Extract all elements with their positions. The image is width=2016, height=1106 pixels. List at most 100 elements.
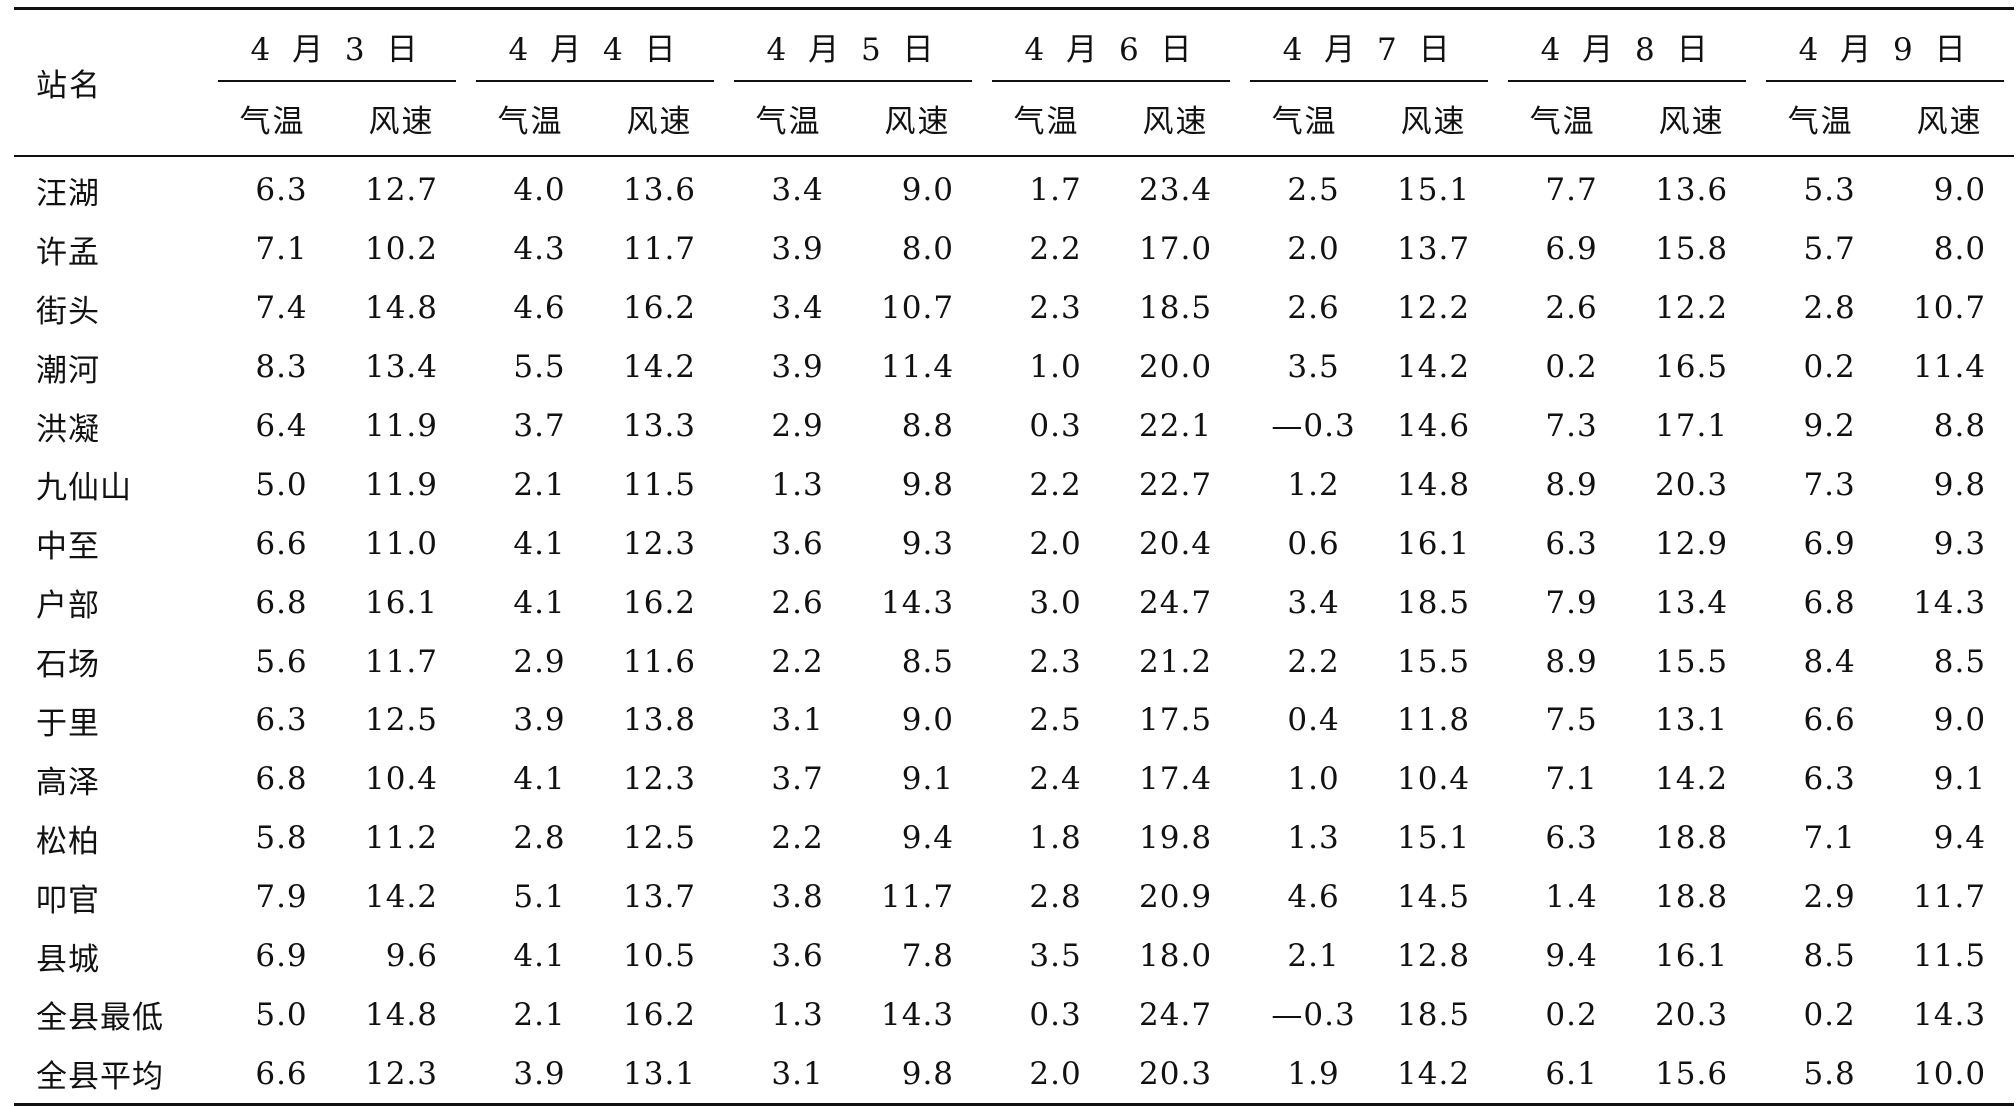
wind-speed-cell: 11.6 xyxy=(623,643,697,680)
wind-speed-header: 风速 xyxy=(1369,82,1499,157)
wind-speed-cell: 15.6 xyxy=(1627,1044,1757,1106)
station-name: 全县平均 xyxy=(14,1044,208,1106)
wind-speed-cell: 11.9 xyxy=(364,408,439,444)
temperature-cell: 1.0 xyxy=(1287,761,1340,798)
temperature-cell: 8.9 xyxy=(1545,466,1598,503)
temperature-cell: 8.4 xyxy=(1803,643,1856,680)
temperature-header: 气温 xyxy=(1756,82,1886,157)
temperature-cell: 0.2 xyxy=(1545,349,1598,386)
wind-speed-cell: 11.0 xyxy=(364,525,439,562)
temperature-cell: 6.1 xyxy=(1498,1044,1628,1106)
date-header: 4 月 6 日 xyxy=(982,7,1241,82)
wind-speed-cell: 12.5 xyxy=(623,820,697,857)
temperature-cell: 6.4 xyxy=(255,408,308,444)
wind-speed-cell: 11.4 xyxy=(1913,349,1987,386)
wind-speed-cell: 12.2 xyxy=(1655,290,1729,327)
temperature-cell: 7.3 xyxy=(1545,408,1598,444)
table-row: 石场 5.6 11.7 2.9 11.6 2.2 8.5 2.3 21.2 2.2 15.5 8.9 1… xyxy=(14,632,2014,691)
temperature-cell: 2.9 xyxy=(513,643,566,680)
table-row: 全县最低 5.0 14.8 2.1 16.2 1.3 14.3 0.3 24.7 —0.3 18.5… xyxy=(14,985,2014,1044)
temperature-cell: 3.4 xyxy=(1287,584,1340,621)
station-name: 全县最低 xyxy=(36,1000,164,1037)
temperature-cell: 2.0 xyxy=(1029,525,1082,562)
table-row: 松柏 5.8 11.2 2.8 12.5 2.2 9.4 1.8 19.8 1.3 15.1 6.3 1… xyxy=(14,809,2014,868)
temperature-cell: 6.6 xyxy=(1803,702,1856,739)
temperature-cell: 2.2 xyxy=(1029,231,1082,268)
wind-speed-cell: 14.2 xyxy=(1655,761,1729,798)
wind-speed-cell: 8.0 xyxy=(901,231,955,268)
temperature-cell: 7.5 xyxy=(1545,702,1598,739)
wind-speed-cell: 12.7 xyxy=(364,172,439,209)
station-name: 街头 xyxy=(36,293,100,330)
wind-speed-cell: 11.7 xyxy=(881,879,955,916)
table-row: 户部 6.8 16.1 4.1 16.2 2.6 14.3 3.0 24.7 3.4 18.5 7.9… xyxy=(14,573,2014,632)
wind-speed-cell: 13.6 xyxy=(623,172,697,209)
temperature-cell: —0.3 xyxy=(1271,408,1356,444)
table-row: 高泽 6.8 10.4 4.1 12.3 3.7 9.1 2.4 17.4 1.0 10.4 7.1 1… xyxy=(14,750,2014,809)
wind-speed-cell: 15.5 xyxy=(1397,643,1471,680)
wind-speed-cell: 16.2 xyxy=(623,584,697,621)
temperature-cell: 4.0 xyxy=(513,172,566,209)
station-name: 松柏 xyxy=(36,823,100,860)
temperature-cell: 6.9 xyxy=(1545,231,1598,268)
table-row: 于里 6.3 12.5 3.9 13.8 3.1 9.0 2.5 17.5 0.4 11.8 7.5 1… xyxy=(14,691,2014,750)
temperature-cell: 5.3 xyxy=(1803,172,1856,209)
temperature-cell: 2.8 xyxy=(513,820,566,857)
temperature-cell: —0.3 xyxy=(1271,996,1356,1033)
temperature-cell: 7.7 xyxy=(1545,172,1598,209)
temperature-cell: 0.4 xyxy=(1287,702,1340,739)
temperature-cell: 6.8 xyxy=(1803,584,1856,621)
temperature-cell: 2.1 xyxy=(513,466,566,503)
temperature-cell: 6.9 xyxy=(255,938,308,975)
wind-speed-cell: 14.2 xyxy=(1369,1044,1499,1106)
wind-speed-cell: 9.0 xyxy=(901,172,955,209)
wind-speed-cell: 20.3 xyxy=(1655,996,1729,1033)
temperature-cell: 3.1 xyxy=(724,1044,854,1106)
temperature-cell: 0.2 xyxy=(1803,996,1856,1033)
wind-speed-cell: 13.7 xyxy=(1397,231,1471,268)
wind-speed-cell: 12.8 xyxy=(1397,938,1471,975)
metric-header-row: 气温 风速 气温 风速 气温 风速 气温 风速 气温 风速 气温 风速 气温 风速 xyxy=(14,82,2015,157)
date-header-rule xyxy=(218,80,457,82)
temperature-cell: 7.4 xyxy=(255,290,308,327)
temperature-cell: 6.3 xyxy=(1803,761,1856,798)
temperature-cell: 5.0 xyxy=(255,466,308,503)
station-name: 县城 xyxy=(36,941,100,978)
temperature-cell: 1.9 xyxy=(1240,1044,1370,1106)
wind-speed-cell: 19.8 xyxy=(1139,820,1213,857)
temperature-cell: 6.6 xyxy=(208,1044,337,1106)
temperature-header: 气温 xyxy=(982,82,1112,157)
wind-speed-cell: 12.3 xyxy=(337,1044,467,1106)
table-row: 全县平均 6.6 12.3 3.9 13.1 3.1 9.8 2.0 20.3 1.9 14.2 6.… xyxy=(14,1044,2015,1106)
temperature-cell: 4.1 xyxy=(513,525,566,562)
temperature-cell: 3.1 xyxy=(771,702,824,739)
temperature-cell: 2.4 xyxy=(1029,761,1082,798)
wind-speed-cell: 13.6 xyxy=(1655,172,1729,209)
date-header-label: 4 月 4 日 xyxy=(508,31,682,68)
wind-speed-cell: 11.2 xyxy=(364,820,439,857)
wind-speed-cell: 16.2 xyxy=(623,996,697,1033)
wind-speed-cell: 22.1 xyxy=(1139,408,1213,444)
temperature-cell: 7.1 xyxy=(1545,761,1598,798)
table-row: 中至 6.6 11.0 4.1 12.3 3.6 9.3 2.0 20.4 0.6 16.1 6.3 1… xyxy=(14,514,2014,573)
temperature-cell: 5.1 xyxy=(513,879,566,916)
temperature-cell: 1.3 xyxy=(771,466,824,503)
temperature-header: 气温 xyxy=(466,82,596,157)
temperature-cell: 3.6 xyxy=(771,525,824,562)
temperature-cell: 4.1 xyxy=(513,584,566,621)
wind-speed-cell: 20.3 xyxy=(1111,1044,1241,1106)
temperature-header: 气温 xyxy=(1240,82,1370,157)
temperature-cell: 5.6 xyxy=(255,643,308,680)
wind-speed-header: 风速 xyxy=(1885,82,2015,157)
wind-speed-cell: 11.8 xyxy=(1397,702,1471,739)
wind-speed-cell: 17.1 xyxy=(1655,408,1729,444)
station-name: 于里 xyxy=(36,705,100,742)
wind-speed-header: 风速 xyxy=(1627,82,1757,157)
station-name: 汪湖 xyxy=(36,175,100,212)
temperature-cell: 1.4 xyxy=(1545,879,1598,916)
temperature-cell: 6.3 xyxy=(1545,820,1598,857)
wind-speed-header: 风速 xyxy=(1111,82,1241,157)
temperature-cell: 6.3 xyxy=(1545,525,1598,562)
table-row: 潮河 8.3 13.4 5.5 14.2 3.9 11.4 1.0 20.0 3.5 14.2 0.2… xyxy=(14,338,2014,397)
date-header-label: 4 月 5 日 xyxy=(766,31,940,68)
